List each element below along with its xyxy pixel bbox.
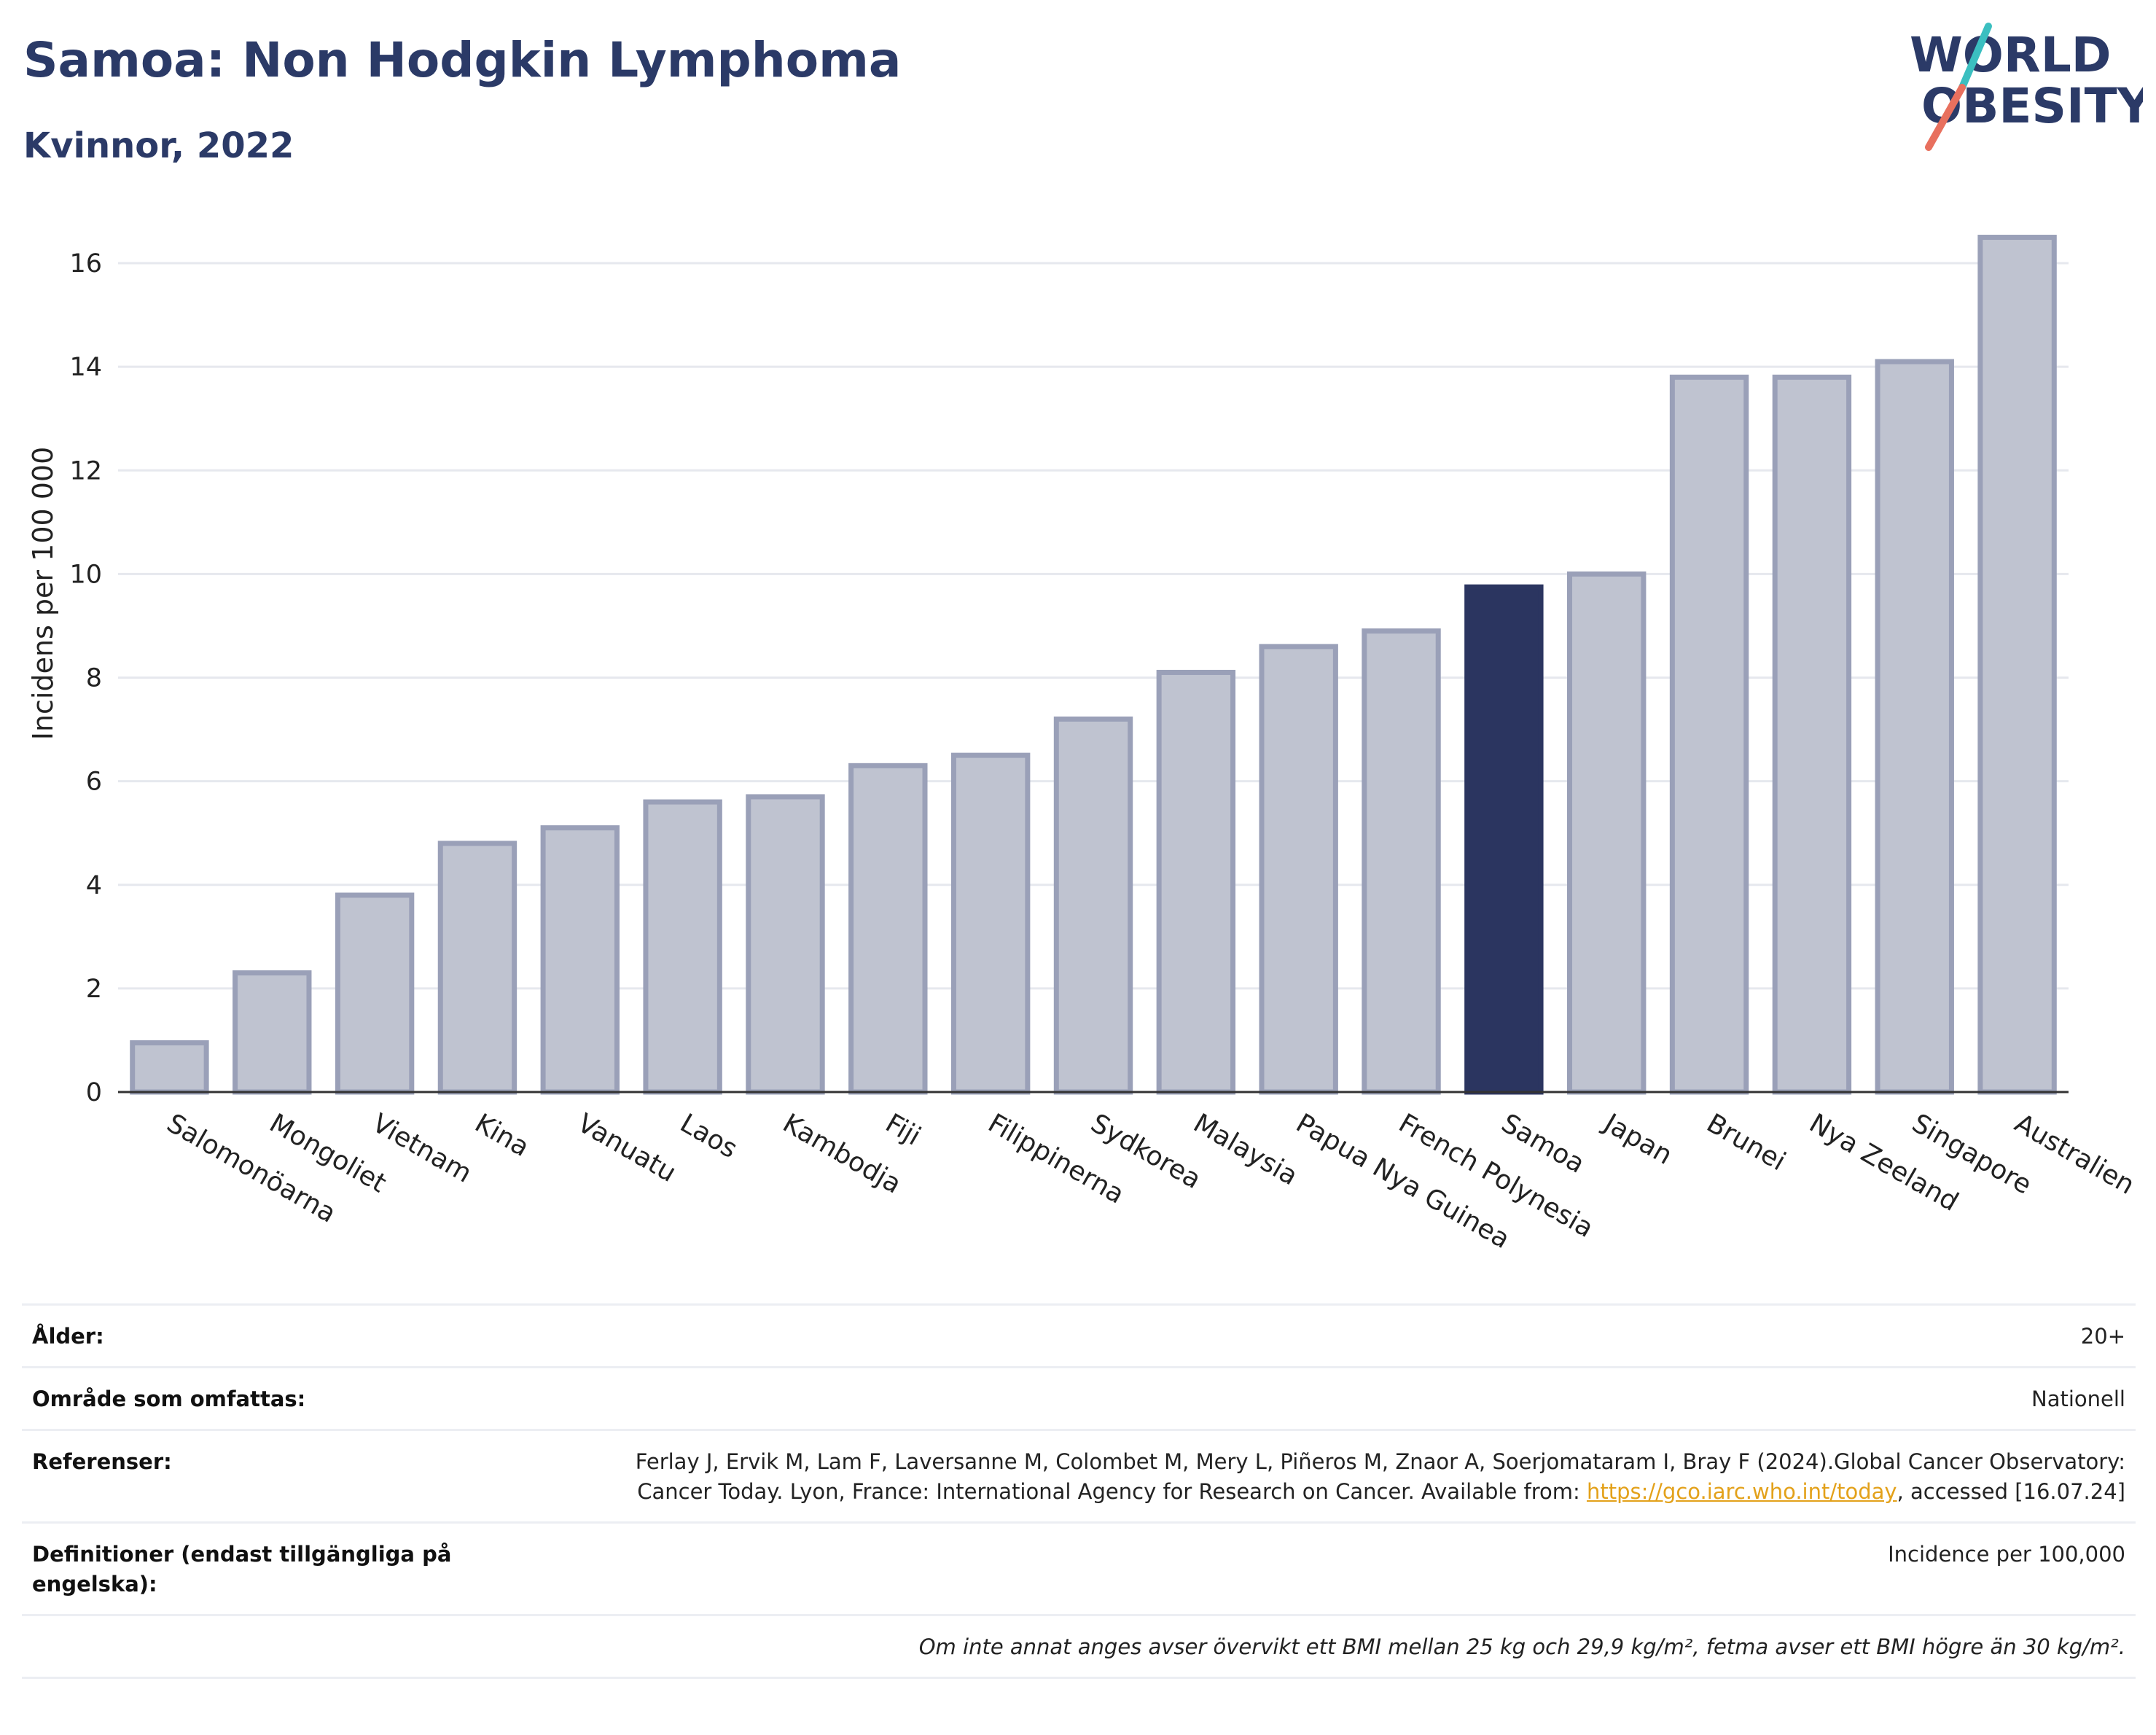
logo-slash-teal <box>1958 23 1992 91</box>
references-accessed: , accessed [16.07.24] <box>1897 1479 2125 1504</box>
bar-nya-zeeland[interactable] <box>1772 374 1852 1095</box>
age-key: Ålder: <box>32 1324 104 1349</box>
references-key: Referenser: <box>32 1449 172 1474</box>
bar-vietnam[interactable] <box>335 892 415 1095</box>
bar-australien[interactable] <box>1977 235 2057 1095</box>
y-tick-label: 0 <box>86 1078 102 1107</box>
y-tick-label: 8 <box>86 664 102 693</box>
info-table: Ålder: 20+ Område som omfattas: Nationel… <box>22 1303 2136 1679</box>
y-axis-ticks: 0 2 4 6 8 10 12 14 16 <box>69 249 102 1107</box>
age-value: 20+ <box>2080 1324 2125 1349</box>
info-row-coverage: Område som omfattas: Nationell <box>22 1368 2136 1431</box>
x-tick-label: Malaysia <box>1188 1108 1302 1191</box>
x-tick-label: Fiji <box>880 1108 926 1152</box>
y-tick-label: 16 <box>69 249 102 278</box>
info-row-references: Referenser: Ferlay J, Ervik M, Lam F, La… <box>22 1431 2136 1524</box>
bar-sydkorea[interactable] <box>1053 716 1133 1095</box>
bar-japan[interactable] <box>1567 571 1647 1095</box>
y-tick-label: 12 <box>69 456 102 486</box>
bar-fiji[interactable] <box>848 763 928 1095</box>
definitions-key: Definitioner (endast tillgängliga på eng… <box>32 1542 452 1596</box>
bar-samoa[interactable] <box>1464 584 1544 1095</box>
x-tick-label: Salomonöarna <box>162 1108 341 1228</box>
bar-brunei[interactable] <box>1669 374 1749 1095</box>
info-row-definitions: Definitioner (endast tillgängliga på eng… <box>22 1524 2136 1616</box>
bar-malaysia[interactable] <box>1156 669 1236 1095</box>
y-tick-label: 4 <box>86 871 102 900</box>
y-tick-label: 2 <box>86 975 102 1004</box>
bar-vanuatu[interactable] <box>540 825 620 1095</box>
references-text: Ferlay J, Ervik M, Lam F, Laversanne M, … <box>635 1449 2125 1504</box>
y-tick-label: 14 <box>69 353 102 382</box>
bars <box>130 235 2057 1095</box>
info-row-note: Om inte annat anges avser övervikt ett B… <box>22 1616 2136 1679</box>
coverage-value: Nationell <box>2031 1387 2125 1411</box>
world-obesity-logo: WORLD OBESITY <box>1910 23 2143 151</box>
info-row-age: Ålder: 20+ <box>22 1306 2136 1368</box>
references-link[interactable]: https://gco.iarc.who.int/today <box>1586 1479 1897 1504</box>
coverage-key: Område som omfattas: <box>32 1387 306 1411</box>
x-tick-label: Brunei <box>1702 1108 1791 1177</box>
x-tick-label: Laos <box>675 1108 742 1164</box>
x-tick-label: Japan <box>1598 1107 1677 1171</box>
bar-laos[interactable] <box>643 799 722 1095</box>
bar-filippinerna[interactable] <box>950 752 1031 1095</box>
y-tick-label: 10 <box>69 560 102 589</box>
bar-singapore[interactable] <box>1875 359 1954 1095</box>
bmi-note: Om inte annat anges avser övervikt ett B… <box>918 1634 2125 1659</box>
page-title: Samoa: Non Hodgkin Lymphoma <box>23 32 902 88</box>
references-value: Ferlay J, Ervik M, Lam F, Laversanne M, … <box>595 1447 2125 1507</box>
y-axis-title: Incidens per 100 000 <box>27 447 59 741</box>
x-tick-label: Kina <box>469 1108 534 1163</box>
logo-line1: WORLD <box>1910 27 2112 83</box>
bar-mongoliet[interactable] <box>233 970 312 1095</box>
bar-french-polynesia[interactable] <box>1362 628 1441 1095</box>
bar-salomonöarna[interactable] <box>130 1040 209 1095</box>
logo-slash-coral <box>1925 84 1966 151</box>
x-tick-label: Vanuatu <box>572 1108 681 1188</box>
bar-kambodja[interactable] <box>746 794 825 1095</box>
page-subtitle: Kvinnor, 2022 <box>23 125 294 166</box>
bar-kina[interactable] <box>437 841 517 1095</box>
y-tick-label: 6 <box>86 768 102 797</box>
bar-papua-nya-guinea[interactable] <box>1259 644 1338 1095</box>
definitions-value: Incidence per 100,000 <box>1888 1542 2125 1567</box>
